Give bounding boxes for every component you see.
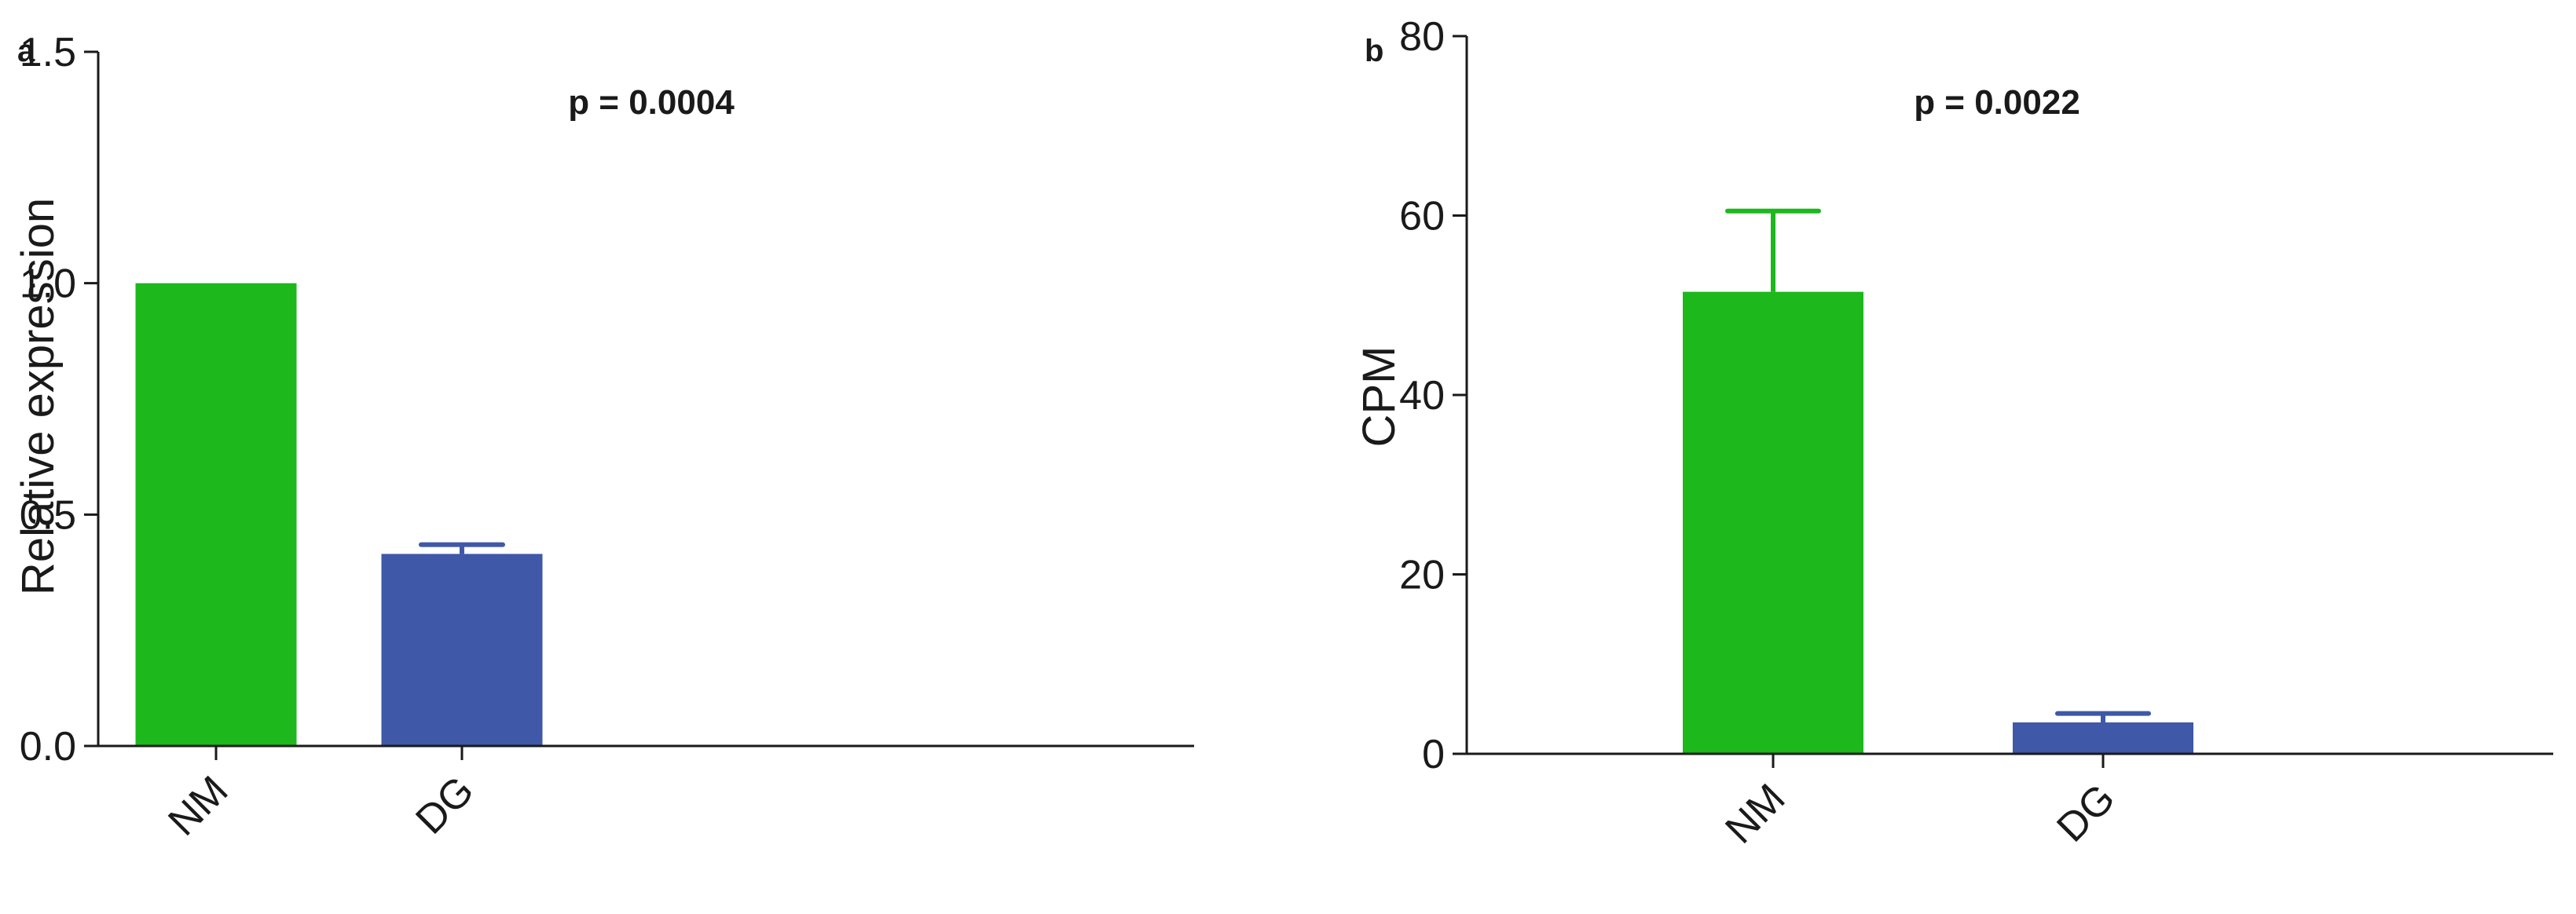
panel-b-y-axis-title: CPM — [1354, 346, 1405, 448]
panel-b-y-tick-label: 80 — [1399, 14, 1445, 60]
panel-a-y-tick-label: 0.5 — [20, 492, 76, 538]
panel-a-chart: a p = 0.0004 Relative expression 0.0 0.5 1… — [13, 30, 1194, 845]
panel-a-bar-dg — [381, 554, 543, 746]
panel-a-x-tick-label-nm: NM — [159, 767, 236, 844]
panel-b-y-tick-label: 0 — [1422, 732, 1445, 777]
panel-b-x-tick-label-nm: NM — [1717, 775, 1794, 852]
panel-a-letter: a — [17, 34, 35, 68]
panel-b-p-value: p = 0.0022 — [1914, 83, 2080, 122]
panel-a-p-value: p = 0.0004 — [568, 83, 735, 122]
panel-b-marks — [1683, 208, 2193, 754]
panel-b-chart: b p = 0.0022 CPM 0 20 40 60 80 NM DG — [1354, 14, 2553, 853]
panel-a-y-axis-title: Relative expression — [13, 198, 64, 595]
panel-a-marks — [135, 283, 543, 747]
panel-b-y-tick-label: 40 — [1399, 373, 1445, 419]
panel-a-y-tick-label: 1.5 — [20, 30, 76, 75]
panel-b-x-tick-label-dg: DG — [2048, 775, 2123, 850]
panel-b-letter: b — [1365, 34, 1383, 68]
panel-a-bar-nm — [135, 283, 297, 747]
panel-b-bar-dg — [2013, 722, 2193, 754]
panel-a-y-tick-label: 1.0 — [20, 261, 76, 307]
panel-b-y-tick-label: 60 — [1399, 194, 1445, 239]
panel-a-y-tick-label: 0.0 — [20, 724, 76, 770]
panel-b-bar-nm — [1683, 291, 1863, 754]
panel-b-y-tick-label: 20 — [1399, 553, 1445, 598]
panel-a-x-tick-label-dg: DG — [407, 767, 482, 843]
